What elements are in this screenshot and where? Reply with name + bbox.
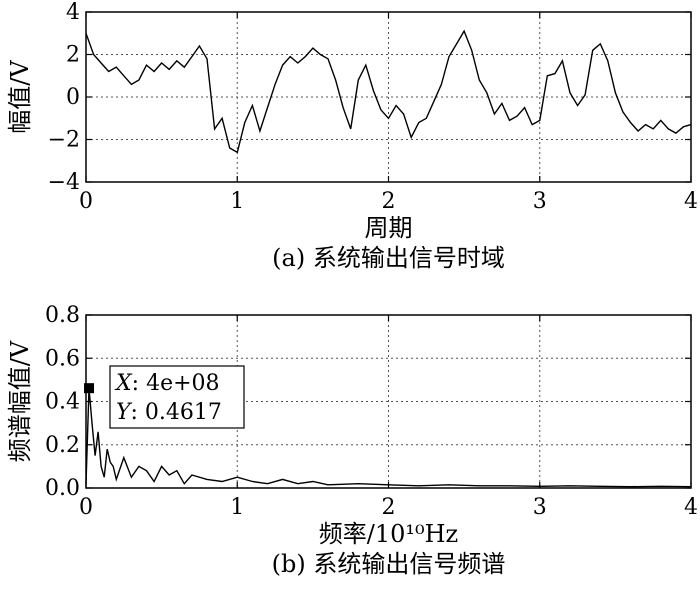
x-tick-label: 0 <box>79 495 93 520</box>
x-tick-label: 3 <box>533 189 547 214</box>
y-tick-label: 4 <box>66 0 80 25</box>
panel-a-grid <box>86 12 691 182</box>
y-tick-label: −2 <box>48 128 80 153</box>
panel-b-datatip: X: 4e+08 Y: 0.4617 <box>109 365 245 429</box>
y-tick-label: 0.2 <box>45 433 80 458</box>
y-tick-label: −4 <box>48 170 80 195</box>
y-tick-label: 0 <box>66 85 80 110</box>
panel-b-datatip-marker <box>84 383 95 394</box>
panel-b-caption: (b) 系统输出信号频谱 <box>272 550 506 578</box>
x-tick-label: 4 <box>684 495 698 520</box>
panel-a-y-axis-label: 幅值/V <box>6 60 34 134</box>
y-tick-label: 0.4 <box>45 390 80 415</box>
x-tick-label: 3 <box>533 495 547 520</box>
datatip-x-value: : 4e+08 <box>132 371 220 396</box>
panel-b-spectrum: 0 1 2 3 40.00.20.40.60.8 X: 4e+08 Y: 0.4617 … <box>6 303 698 578</box>
x-tick-label: 1 <box>230 495 244 520</box>
datatip-y-label: Y <box>116 400 133 425</box>
x-tick-label: 1 <box>230 189 244 214</box>
panel-b-datatip-y: Y: 0.4617 <box>116 400 222 425</box>
panel-a-signal-line <box>85 29 692 154</box>
x-tick-label: 2 <box>382 495 396 520</box>
y-tick-label: 2 <box>66 43 80 68</box>
x-tick-label: 4 <box>684 189 698 214</box>
panel-a-x-axis-label: 周期 <box>365 214 413 242</box>
panel-a-time-domain: 0 1 2 3 4 −4 −2 0 2 4 周期 幅值/V (a) 系统输出信号时域 <box>6 0 698 272</box>
panel-b-datatip-x: X: 4e+08 <box>114 371 220 396</box>
panel-a-ticks: 0 1 2 3 4 −4 −2 0 2 4 <box>48 0 698 214</box>
panel-a-caption: (a) 系统输出信号时域 <box>272 244 505 272</box>
x-tick-label: 2 <box>382 189 396 214</box>
y-tick-label: 0.6 <box>45 346 80 371</box>
panel-b-datatip-box <box>109 365 245 429</box>
y-tick-label: 0.8 <box>45 303 80 328</box>
x-tick-label: 0 <box>79 189 93 214</box>
datatip-y-value: : 0.4617 <box>131 400 222 425</box>
panel-b-ticks: 0 1 2 3 4 0.0 0.2 0.4 0.6 0.8 <box>45 303 698 520</box>
y-tick-label: 0.0 <box>45 476 80 501</box>
panel-b-y-axis-label: 频谱幅值/V <box>6 340 34 462</box>
panel-b-x-axis-label: 频率/10¹⁰Hz <box>319 520 458 548</box>
datatip-x-label: X <box>114 371 133 396</box>
panel-b-spectrum-line <box>85 388 692 488</box>
